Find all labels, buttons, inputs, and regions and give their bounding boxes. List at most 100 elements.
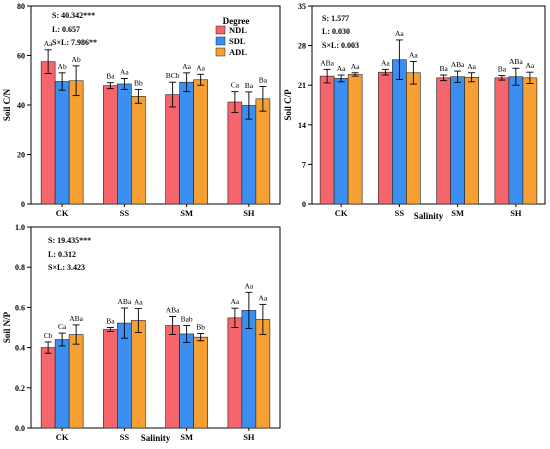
y-axis-label: Soil N/P (2, 311, 12, 343)
x-tick-label: SS (395, 208, 405, 218)
bar (333, 78, 349, 205)
legend-swatch (215, 36, 226, 46)
legend-title: Degree (223, 16, 250, 26)
significance-label: Ba (439, 64, 448, 73)
significance-label: Ba (106, 72, 115, 81)
legend-swatch (215, 47, 226, 57)
legend-swatch (215, 25, 226, 35)
y-axis-label: Soil C/N (2, 88, 12, 121)
significance-label: ABa (166, 305, 180, 314)
x-axis-label: Salinity (141, 433, 171, 443)
bar (131, 320, 146, 429)
stats-text: L: 0.312 (48, 250, 76, 259)
significance-label: Ca (231, 81, 240, 90)
bar (494, 77, 510, 205)
x-tick-label: SH (510, 208, 522, 218)
bar (406, 72, 421, 205)
significance-label: Ab (58, 62, 67, 71)
significance-label: Aa (395, 29, 404, 38)
x-tick-label: SM (180, 432, 193, 442)
significance-label: Aa (196, 63, 205, 72)
stats-text: S×L: 7.986** (52, 38, 97, 47)
bar (54, 339, 70, 429)
bar (103, 85, 118, 205)
x-tick-label: CK (56, 432, 69, 442)
bar (508, 76, 524, 205)
significance-label: Aa (381, 58, 390, 67)
significance-label: ABa (451, 60, 465, 69)
significance-label: ABa (320, 58, 334, 67)
x-tick-label: SS (120, 208, 130, 218)
chart-panel-1: 0 20 40 60 80 Soil C/N CK SS SM SH Aa Ba BCb Ca Ab Aa Aa… (2, 2, 281, 218)
plot-frame (311, 5, 546, 205)
y-tick-label: 1.0 (15, 223, 25, 232)
x-tick-label: CK (56, 208, 69, 218)
significance-label: Aa (409, 50, 418, 59)
bar (179, 81, 194, 205)
bar (227, 101, 243, 205)
bar (450, 76, 465, 205)
significance-label: BCb (166, 71, 180, 80)
bar (255, 319, 271, 429)
significance-label: Aa (467, 62, 476, 71)
bar (54, 81, 70, 205)
bar (436, 77, 451, 205)
y-axis-label: Soil C/P (283, 89, 293, 121)
y-tick-label: 28 (298, 42, 306, 51)
bar (68, 334, 84, 429)
y-tick-label: 80 (17, 2, 25, 11)
bar (117, 83, 132, 205)
significance-label: Ab (72, 55, 81, 64)
significance-label: Aa (182, 62, 191, 71)
bar (392, 59, 407, 205)
bar (241, 105, 257, 205)
stats-text: S×L: 3.423 (48, 263, 85, 272)
bar (319, 75, 335, 205)
significance-label: Aa (134, 297, 143, 306)
y-tick-label: 60 (17, 52, 25, 61)
x-tick-label: SH (243, 208, 255, 218)
significance-label: Ba (245, 81, 254, 90)
legend-label: NDL (229, 25, 247, 35)
bar (522, 77, 538, 205)
plot-frame (30, 226, 281, 429)
y-tick-label: 7 (302, 160, 306, 169)
bar (193, 79, 208, 205)
y-tick-label: 20 (17, 151, 25, 160)
y-tick-label: 0.0 (15, 424, 25, 433)
significance-label: Ba (259, 75, 268, 84)
significance-label: Ca (58, 322, 67, 331)
significance-label: Aa (337, 64, 346, 73)
significance-label: Cb (44, 331, 53, 340)
bar (40, 61, 56, 205)
stats-text: S: 1.577 (322, 14, 349, 23)
stats-text: S: 19.435*** (48, 236, 91, 245)
bar (179, 333, 194, 429)
significance-label: ABa (509, 57, 523, 66)
chart-panel-3: 0.0 0.2 0.4 0.6 0.8 1.0 Soil N/P CK SS SM SH Salini… (2, 223, 281, 443)
y-tick-label: 35 (298, 2, 306, 11)
legend-label: SDL (229, 36, 246, 46)
significance-label: Aa (526, 61, 535, 70)
x-tick-label: SM (451, 208, 464, 218)
significance-label: Aa (120, 68, 129, 77)
bar (347, 74, 363, 205)
x-axis-label: Salinity (414, 211, 444, 221)
bar (165, 325, 180, 429)
y-tick-label: 0 (21, 200, 25, 209)
significance-label: Aa (245, 281, 254, 290)
bar (103, 329, 118, 429)
x-tick-label: SH (243, 432, 255, 442)
significance-label: ABa (69, 314, 83, 323)
bar (131, 96, 146, 205)
y-tick-label: 40 (17, 101, 25, 110)
y-tick-label: 0 (302, 200, 306, 209)
stats-text: L: 0.030 (322, 27, 350, 36)
y-tick-label: 0.2 (15, 384, 25, 393)
significance-label: Aa (259, 293, 268, 302)
stats-text: S: 40.342*** (52, 11, 95, 20)
bar (68, 80, 84, 205)
significance-label: Bb (134, 78, 143, 87)
y-tick-label: 21 (298, 81, 306, 90)
